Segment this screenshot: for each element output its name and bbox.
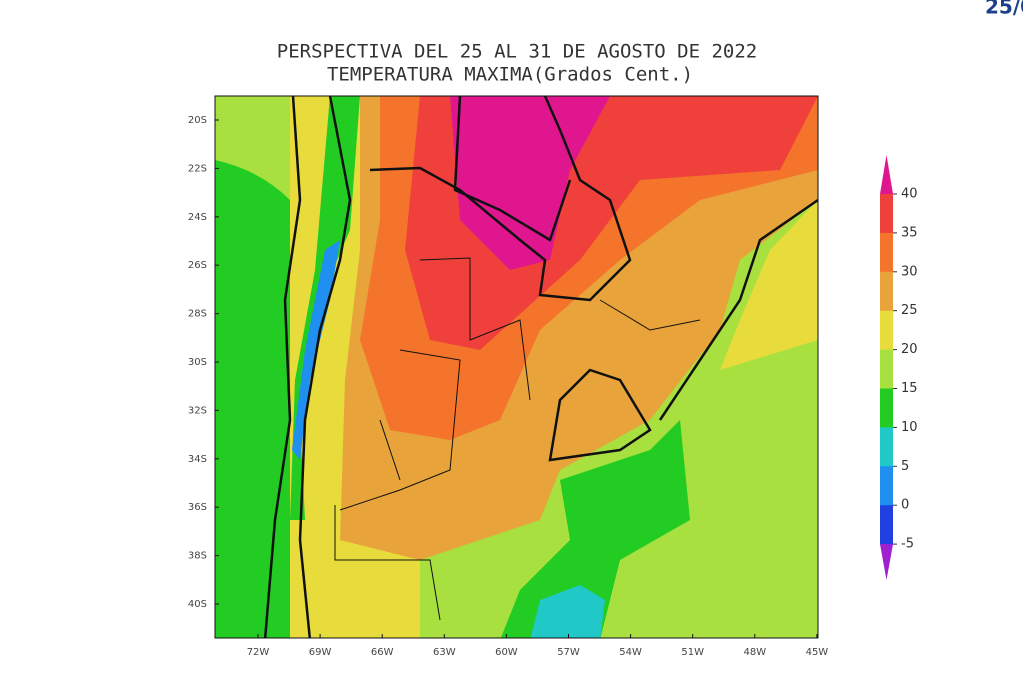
colorbar-band [880, 271, 893, 312]
colorbar-band [880, 388, 893, 428]
colorbar-band [880, 310, 893, 351]
map-frame [214, 95, 819, 639]
colorbar-band [880, 194, 893, 234]
colorbar-band [880, 505, 893, 545]
colorbar-label: 20 [901, 342, 918, 357]
latitude-label: 34S [188, 454, 207, 465]
longitude-label: 54W [619, 647, 642, 658]
colorbar-label: 15 [901, 381, 918, 396]
colorbar-band [880, 232, 893, 273]
colorbar-label: 0 [901, 498, 909, 513]
colorbar-band [880, 466, 893, 506]
latitude-label: 32S [188, 405, 207, 416]
map-subtitle: TEMPERATURA MAXIMA(Grados Cent.) [327, 64, 693, 86]
latitude-label: 20S [188, 115, 207, 126]
latitude-label: 24S [188, 212, 207, 223]
longitude-label: 57W [557, 647, 580, 658]
longitude-label: 72W [247, 647, 270, 658]
longitude-label: 63W [433, 647, 456, 658]
latitude-label: 36S [188, 502, 207, 513]
longitude-label: 51W [681, 647, 704, 658]
temperature-map [215, 96, 818, 638]
latitude-label: 38S [188, 551, 207, 562]
latitude-label: 30S [188, 357, 207, 368]
colorbar-label: 10 [901, 420, 918, 435]
colorbar-bottom [880, 544, 893, 580]
colorbar-label: 5 [901, 459, 909, 474]
colorbar: 40 35 30 25 20 15 10 5 0 -5 [880, 155, 918, 580]
latitude-label: 26S [188, 260, 207, 271]
colorbar-label: -5 [901, 537, 914, 552]
colorbar-band [880, 427, 893, 467]
longitude-label: 45W [806, 647, 829, 658]
colorbar-label: 25 [901, 303, 918, 318]
colorbar-label: 30 [901, 264, 918, 279]
colorbar-label: 35 [901, 225, 918, 240]
colorbar-label: 40 [901, 187, 918, 202]
longitude-label: 60W [495, 647, 518, 658]
colorbar-band [880, 349, 893, 389]
colorbar-top [880, 155, 893, 194]
latitude-label: 28S [188, 309, 207, 320]
longitude-label: 69W [309, 647, 332, 658]
corner-date: 25/0 [985, 0, 1023, 19]
map-title: PERSPECTIVA DEL 25 AL 31 DE AGOSTO DE 20… [277, 41, 757, 63]
longitude-label: 48W [743, 647, 766, 658]
latitude-label: 40S [188, 599, 207, 610]
longitude-label: 66W [371, 647, 394, 658]
latitude-label: 22S [188, 163, 207, 174]
